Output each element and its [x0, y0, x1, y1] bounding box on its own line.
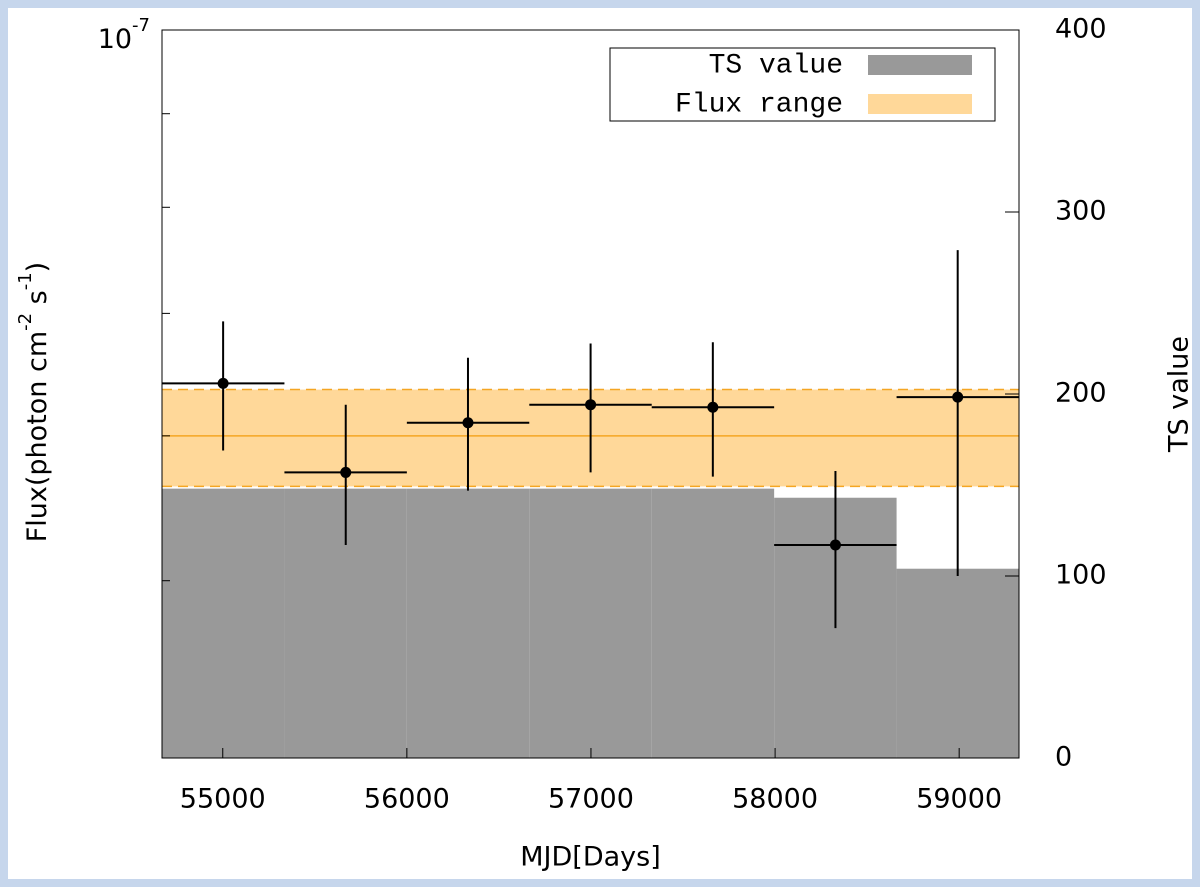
legend-label: TS value — [709, 50, 843, 81]
y2-axis-label: TS value — [1164, 336, 1195, 453]
y2-tick-label: 0 — [1055, 742, 1072, 773]
x-tick-label: 55000 — [180, 784, 266, 815]
data-point — [952, 391, 964, 403]
y-label-text: Flux(photon cm — [22, 331, 53, 542]
y-label-exponent: -1 — [15, 272, 36, 290]
data-point — [340, 466, 352, 478]
x-axis-label: MJD[Days] — [520, 842, 661, 873]
ts-bar — [896, 568, 1019, 758]
legend-swatch — [868, 94, 972, 114]
data-point — [707, 401, 719, 413]
ts-bar — [162, 488, 285, 758]
y-axis-label: Flux(photon cm-2 s-1) — [15, 262, 53, 542]
data-point — [829, 539, 841, 551]
y2-tick-label: 100 — [1055, 560, 1107, 591]
x-tick-label: 57000 — [548, 784, 634, 815]
data-point — [217, 377, 229, 389]
y2-tick-label: 400 — [1055, 14, 1107, 45]
ts-bar — [406, 488, 530, 758]
x-tick-label: 56000 — [364, 784, 450, 815]
y-label-exponent: -2 — [15, 313, 36, 331]
x-tick-label: 59000 — [916, 784, 1002, 815]
ts-bar — [529, 488, 652, 758]
y-label-text: ) — [22, 262, 53, 273]
x-tick-label: 58000 — [732, 784, 818, 815]
data-point — [462, 417, 474, 429]
y-label-text: s — [22, 290, 53, 313]
y-tick-exponent: -7 — [132, 15, 150, 36]
legend-swatch — [868, 55, 972, 75]
y2-tick-label: 200 — [1055, 378, 1107, 409]
data-point — [585, 399, 597, 411]
y2-tick-label: 300 — [1055, 196, 1107, 227]
ts-bar — [651, 488, 775, 758]
legend-label: Flux range — [675, 89, 843, 120]
y-tick-label: 10-7 — [98, 15, 150, 55]
y-tick-base: 10 — [98, 24, 132, 55]
